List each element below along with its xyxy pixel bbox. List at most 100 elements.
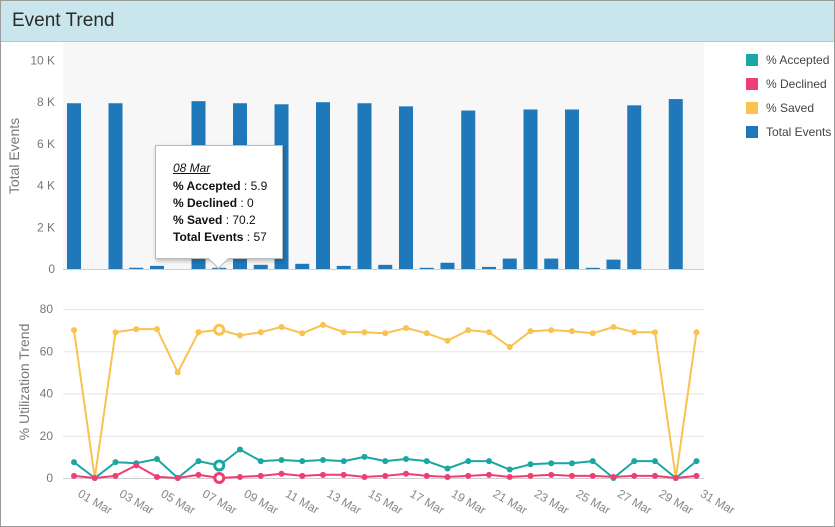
data-point <box>548 471 555 478</box>
line-x-tick-label: 25 Mar <box>574 486 613 517</box>
data-point <box>506 344 513 351</box>
data-point <box>340 329 347 336</box>
data-point <box>486 329 492 336</box>
data-point <box>403 470 409 477</box>
data-point <box>423 330 430 337</box>
data-point <box>486 458 492 465</box>
data-point <box>257 329 264 336</box>
tooltip-row-accepted: % Accepted : 5.9 <box>173 179 267 193</box>
line-x-tick-label: 29 Mar <box>657 486 696 517</box>
data-point <box>569 472 575 479</box>
line-y-tick-label: 80 <box>40 302 54 316</box>
line-x-tick-label: 17 Mar <box>408 486 447 517</box>
line-x-tick-label: 27 Mar <box>615 486 654 517</box>
bar-y-tick-label: 2 K <box>37 220 55 234</box>
line-x-tick-label: 11 Mar <box>283 486 322 516</box>
data-point <box>112 329 119 336</box>
data-point <box>154 455 160 462</box>
bar <box>316 102 330 269</box>
line-y-tick-label: 20 <box>40 429 54 443</box>
line-x-tick-label: 03 Mar <box>117 486 156 517</box>
data-point <box>133 462 140 469</box>
bar <box>336 265 351 269</box>
bar <box>585 267 600 269</box>
tooltip-label: % Saved <box>173 213 223 227</box>
data-point <box>527 461 534 468</box>
data-point <box>382 330 389 337</box>
data-point <box>71 472 77 479</box>
data-point <box>631 458 638 465</box>
tooltip-row-declined: % Declined : 0 <box>173 196 254 210</box>
data-point <box>444 465 451 472</box>
data-point <box>403 455 409 462</box>
bar-y-tick-label: 6 K <box>37 137 55 151</box>
bar <box>357 103 372 270</box>
bar <box>419 267 434 269</box>
data-point <box>527 472 534 479</box>
data-point <box>237 332 243 339</box>
line-y-tick-label: 60 <box>40 344 54 358</box>
data-point <box>610 323 617 330</box>
data-point <box>693 458 700 465</box>
bar-y-tick-label: 4 K <box>37 179 55 193</box>
data-point <box>506 473 513 480</box>
bar <box>253 264 268 269</box>
bar-y-tick-label: 0 <box>48 262 55 276</box>
data-point <box>548 460 555 467</box>
tooltip-value: 5.9 <box>250 179 268 193</box>
data-point <box>299 472 306 479</box>
data-tooltip: 08 Mar % Accepted : 5.9 % Declined : 0 %… <box>155 145 283 270</box>
legend-swatch <box>746 126 758 138</box>
legend-label: % Saved <box>766 101 815 115</box>
data-point <box>527 328 534 335</box>
tooltip-label: % Declined <box>173 196 238 210</box>
bar-y-axis-title: Total Events <box>6 118 22 194</box>
data-point <box>693 329 700 336</box>
bar <box>399 106 413 270</box>
data-point <box>672 475 679 481</box>
data-point <box>299 458 306 465</box>
line-x-tick-label: 23 Mar <box>532 486 571 517</box>
data-point <box>278 323 285 330</box>
data-point <box>506 466 513 473</box>
tooltip-date: 08 Mar <box>173 161 211 175</box>
line-x-tick-label: 09 Mar <box>242 486 281 517</box>
data-point <box>631 472 638 479</box>
data-point <box>154 326 160 333</box>
data-point <box>569 460 575 467</box>
data-point <box>195 329 202 336</box>
tooltip-row-saved: % Saved : 70.2 <box>173 213 256 227</box>
data-point <box>340 458 347 465</box>
data-point <box>589 330 596 337</box>
line-x-tick-label: 13 Mar <box>325 486 364 517</box>
data-point <box>320 321 326 328</box>
data-point <box>195 471 202 478</box>
data-point <box>71 327 77 334</box>
data-point <box>361 329 368 336</box>
data-point <box>382 458 389 465</box>
bar <box>606 259 621 269</box>
highlighted-data-point <box>213 323 226 336</box>
bar <box>67 103 81 270</box>
bar <box>523 109 538 269</box>
data-point <box>548 327 555 334</box>
tooltip-sep: : <box>237 196 248 210</box>
title-bar: Event Trend <box>1 1 834 42</box>
tooltip-value: 70.2 <box>232 213 256 227</box>
bar <box>627 105 642 269</box>
bar <box>502 258 517 269</box>
data-point <box>486 471 492 478</box>
data-point <box>237 446 243 453</box>
data-point <box>361 453 368 460</box>
bar <box>544 258 559 269</box>
data-point <box>278 457 285 464</box>
legend-label: % Declined <box>766 77 827 91</box>
data-point <box>112 472 119 479</box>
line-x-tick-label: 15 Mar <box>366 486 405 517</box>
data-point <box>444 473 451 480</box>
legend-label: % Accepted <box>766 53 830 67</box>
data-point <box>423 458 430 465</box>
line-y-tick-label: 0 <box>46 471 53 485</box>
data-point <box>652 329 658 336</box>
